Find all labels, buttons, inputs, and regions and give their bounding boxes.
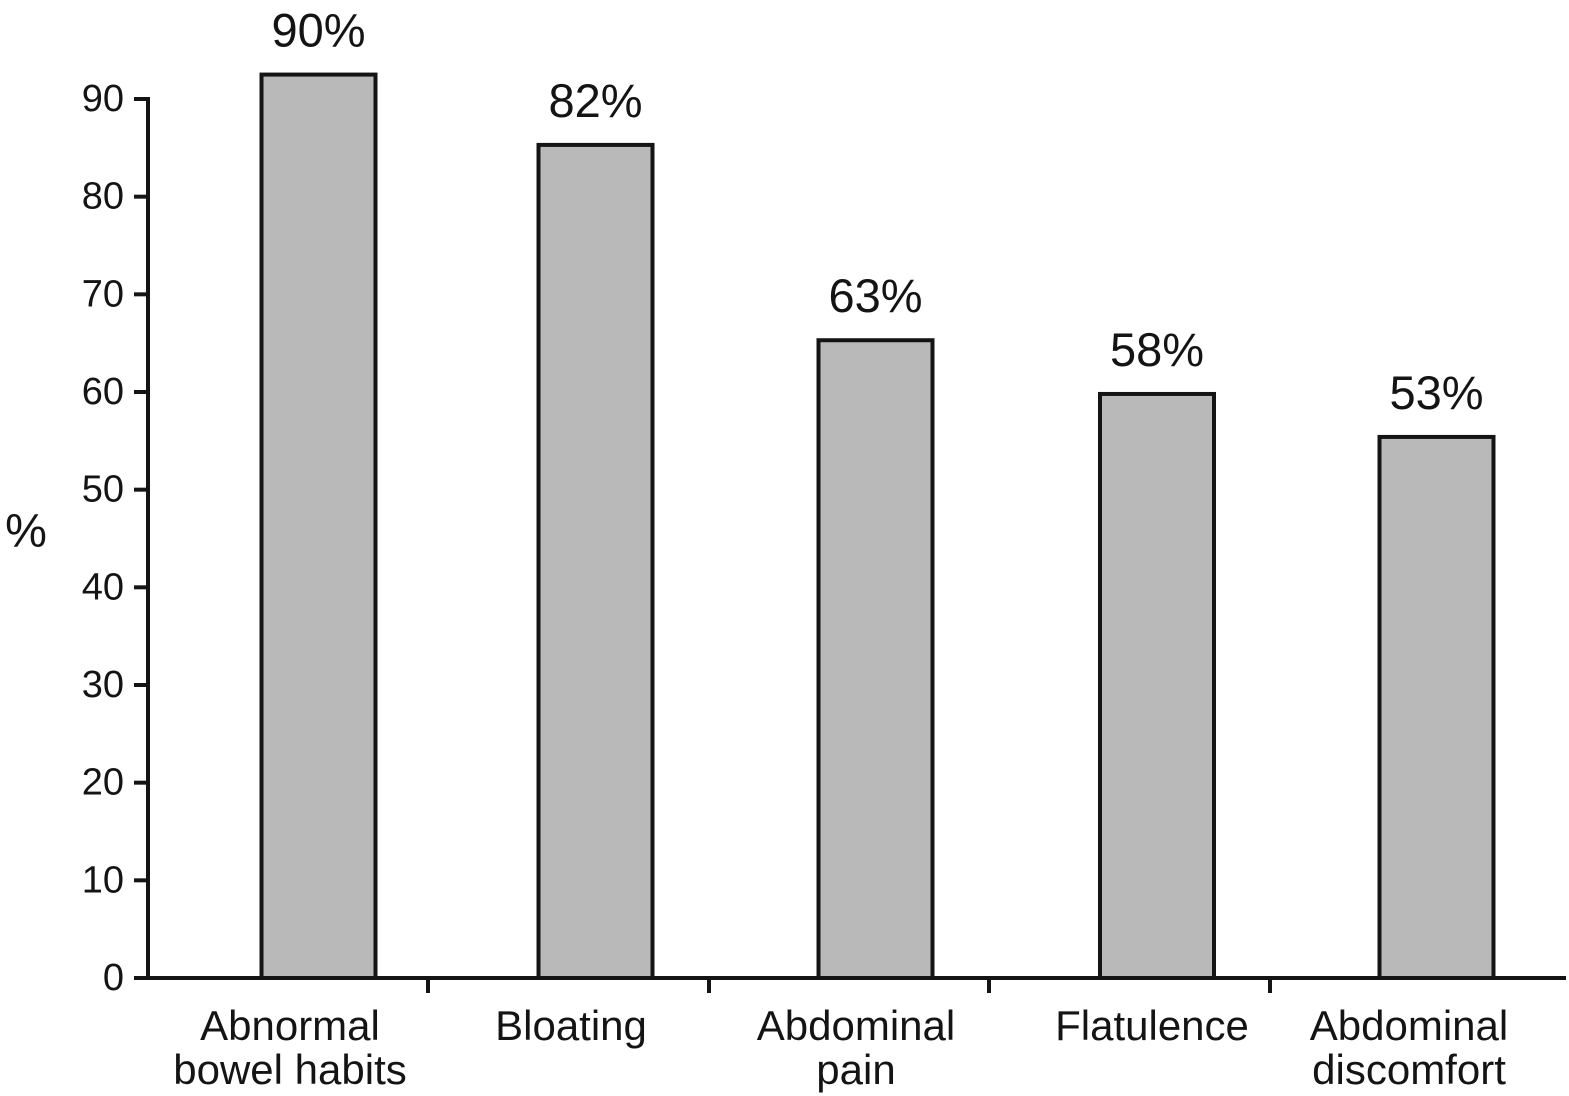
y-axis-tick-label: 60 bbox=[82, 371, 124, 413]
bar-value-label-abdominal-pain: 63% bbox=[828, 269, 922, 322]
y-axis-label: % bbox=[5, 504, 47, 557]
x-axis-category-label-flatulence: Flatulence bbox=[1055, 1002, 1249, 1049]
y-axis-tick-label: 30 bbox=[82, 664, 124, 706]
y-axis-tick-label: 50 bbox=[82, 469, 124, 511]
bar-bloating bbox=[536, 142, 655, 981]
bar-value-label-flatulence: 58% bbox=[1110, 323, 1204, 376]
bar-value-label-abdominal-discomfort: 53% bbox=[1389, 366, 1483, 419]
y-axis-tick-label: 40 bbox=[82, 566, 124, 608]
bar-abdominal-pain bbox=[816, 338, 935, 980]
bar-abnormal-bowel-habits bbox=[259, 72, 378, 981]
x-axis-category-label-abdominal-discomfort: discomfort bbox=[1312, 1046, 1506, 1093]
x-axis-category-label-abdominal-discomfort: Abdominal bbox=[1310, 1002, 1508, 1049]
y-axis-tick-label: 10 bbox=[82, 859, 124, 901]
x-axis-category-label-abnormal-bowel-habits: bowel habits bbox=[173, 1046, 406, 1093]
bar-flatulence bbox=[1098, 391, 1216, 981]
x-axis-category-label-abdominal-pain: Abdominal bbox=[757, 1002, 955, 1049]
y-axis-tick-label: 70 bbox=[82, 273, 124, 315]
y-axis-tick-label: 0 bbox=[103, 957, 124, 999]
y-axis-tick-label: 80 bbox=[82, 176, 124, 218]
y-axis-tick-label: 90 bbox=[82, 78, 124, 120]
bar-abdominal-discomfort bbox=[1377, 434, 1496, 980]
bar-value-label-bloating: 82% bbox=[548, 74, 642, 127]
x-axis-category-label-abnormal-bowel-habits: Abnormal bbox=[200, 1002, 380, 1049]
bar-value-label-abnormal-bowel-habits: 90% bbox=[271, 4, 365, 57]
y-axis-tick-label: 20 bbox=[82, 762, 124, 804]
x-axis-category-label-bloating: Bloating bbox=[495, 1002, 647, 1049]
x-axis-category-label-abdominal-pain: pain bbox=[816, 1046, 895, 1093]
